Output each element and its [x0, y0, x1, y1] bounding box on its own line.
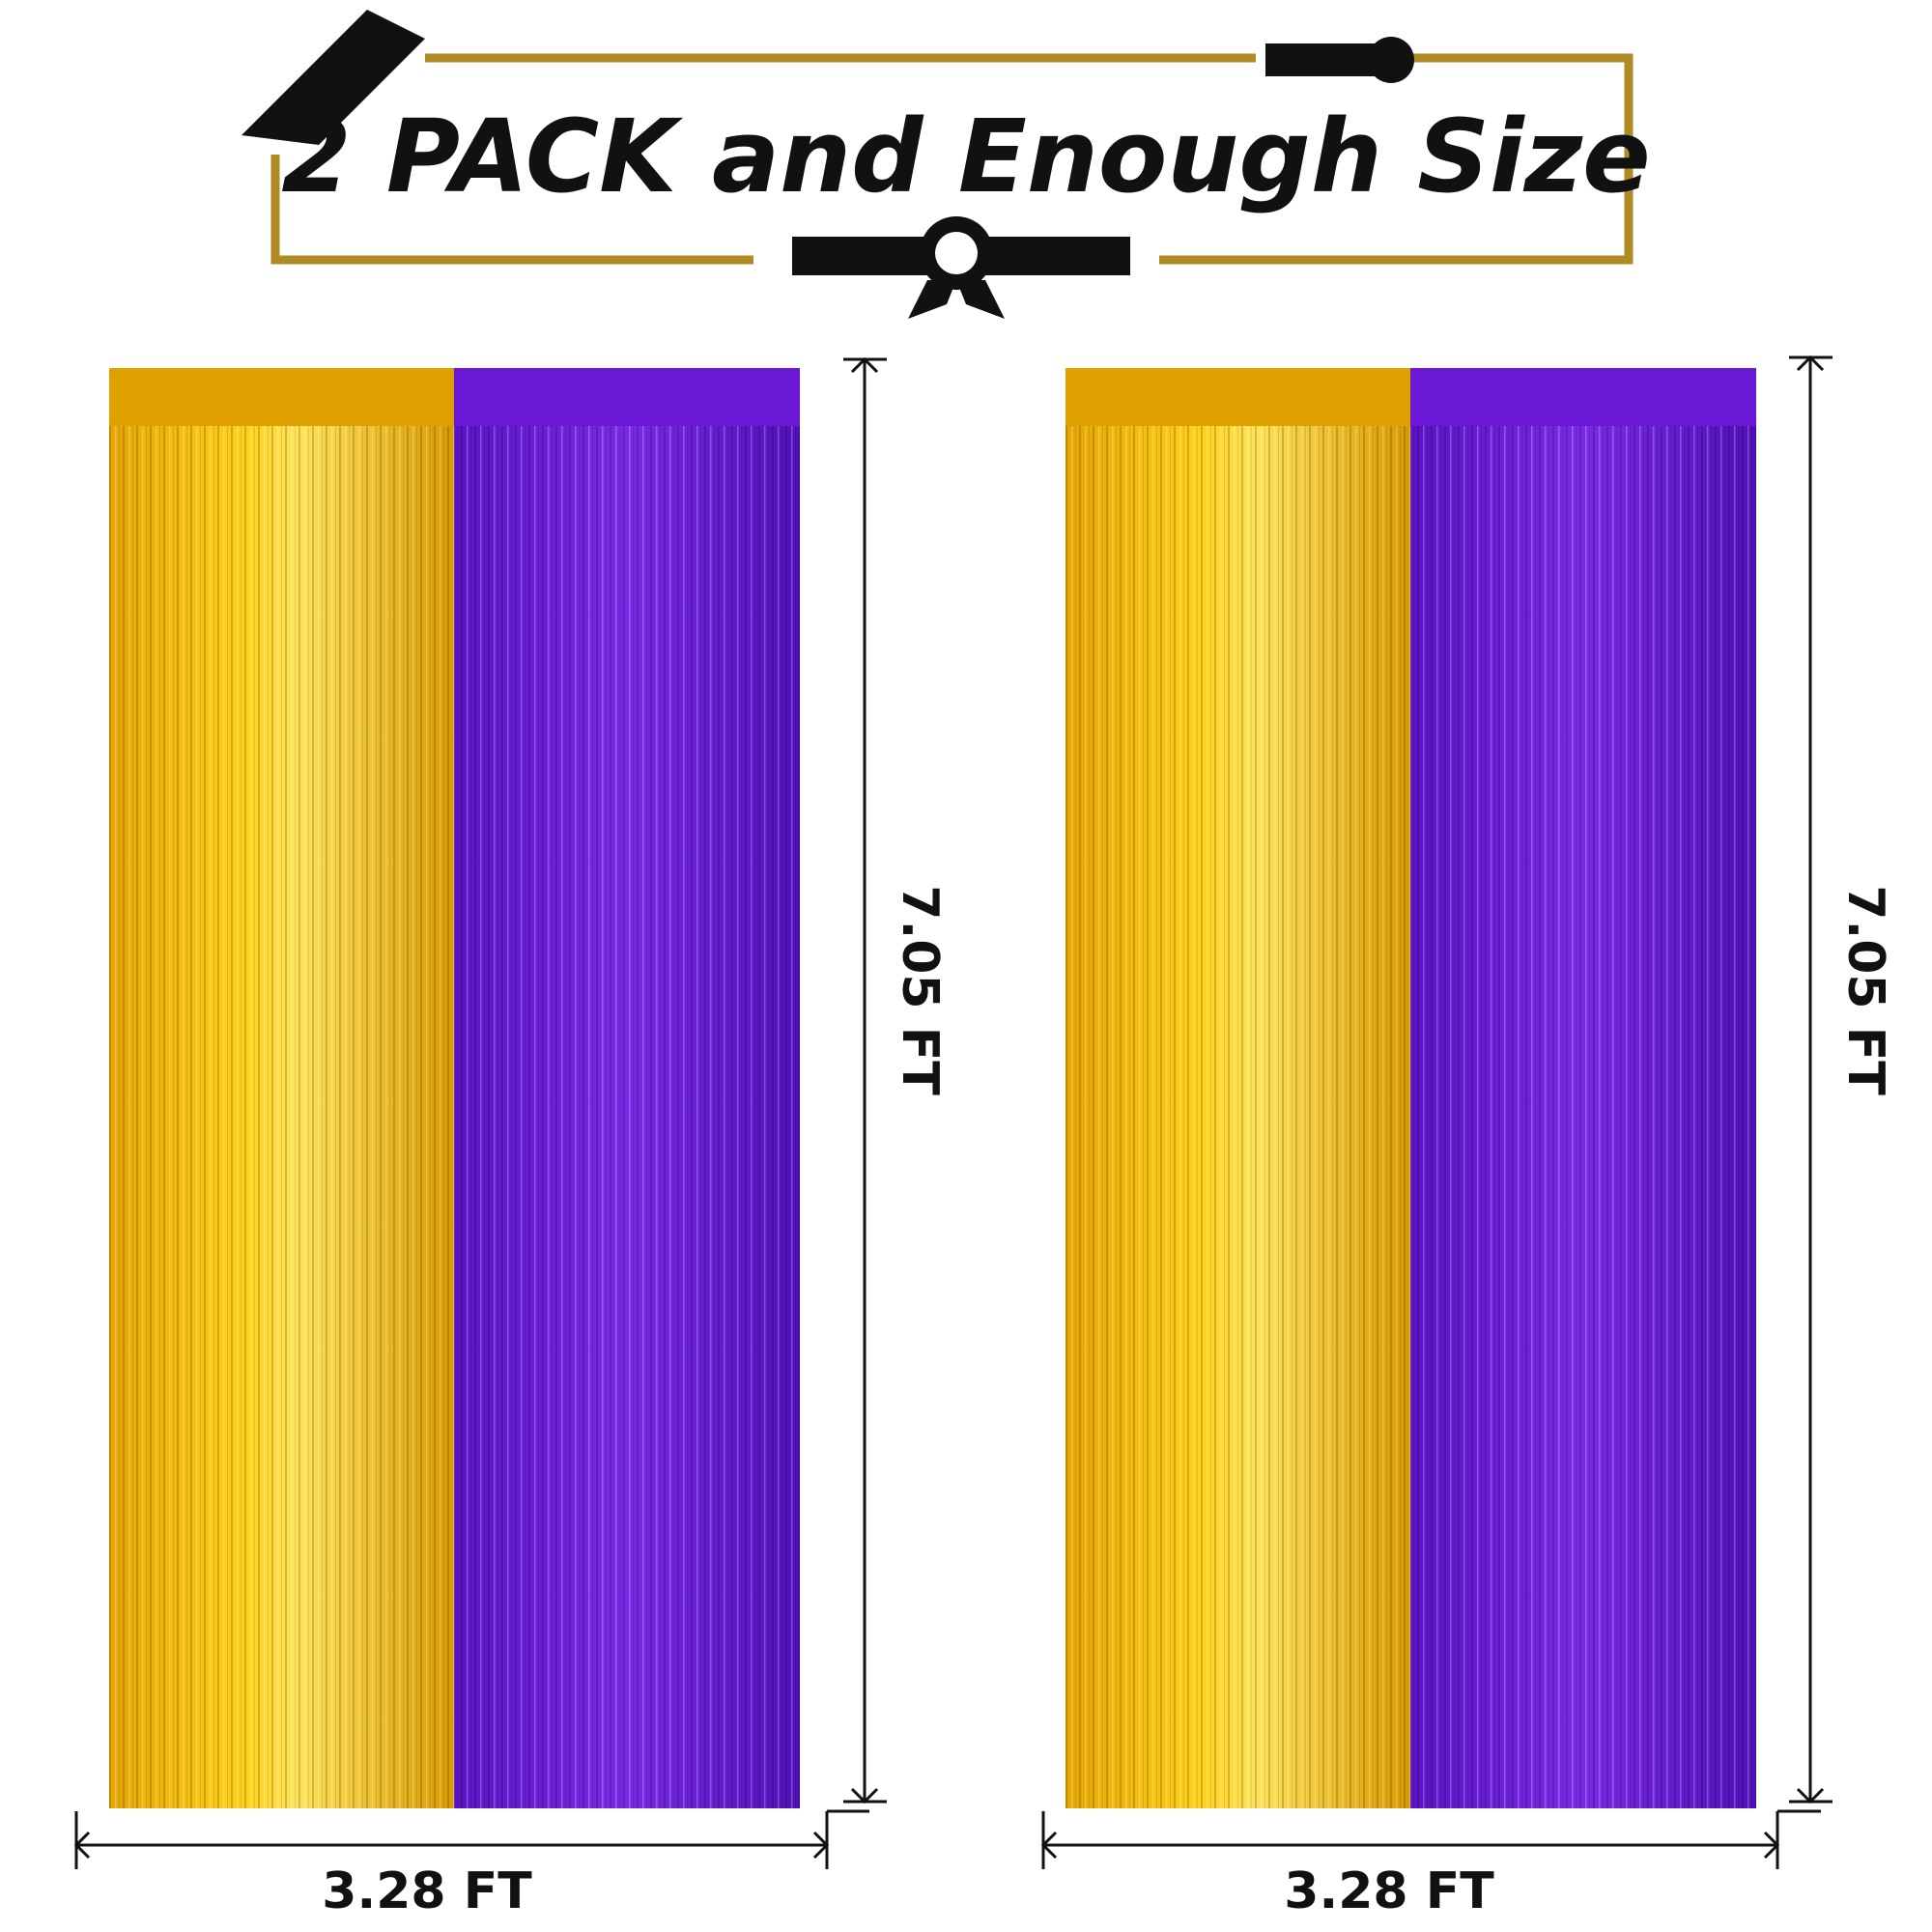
title: 2 PACK and Enough Size: [281, 98, 1650, 215]
curtain: 7.05 FT 3.28 FT: [73, 356, 949, 1920]
curtain: 7.05 FT 3.28 FT: [1040, 355, 1894, 1920]
dimension-lines: [1040, 355, 1833, 1869]
height-label: 7.05 FT: [1836, 885, 1894, 1095]
width-label: 3.28 FT: [1284, 1862, 1494, 1920]
curtain-image: [109, 368, 800, 1808]
curtain-image: [1065, 368, 1756, 1808]
header-frame: [242, 10, 1634, 319]
height-label: 7.05 FT: [891, 885, 949, 1095]
width-label: 3.28 FT: [322, 1862, 532, 1920]
dimension-lines: [73, 356, 887, 1869]
